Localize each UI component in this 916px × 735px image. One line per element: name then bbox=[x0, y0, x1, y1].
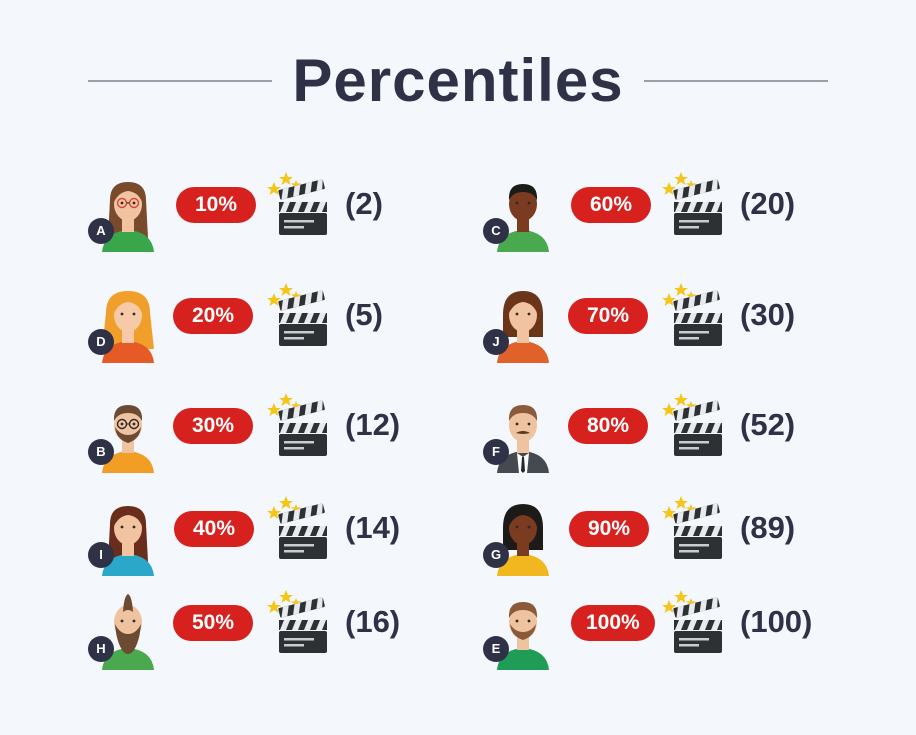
movie-count: (30) bbox=[740, 297, 796, 332]
person-letter-badge: D bbox=[88, 329, 114, 355]
clapperboard-stars-icon bbox=[264, 586, 334, 656]
clapperboard-stars-icon bbox=[659, 279, 729, 349]
page-title: Percentiles bbox=[292, 47, 624, 114]
person-letter-badge: A bbox=[88, 218, 114, 244]
person-letter-badge: H bbox=[88, 636, 114, 662]
percentile-entry-d: D 20% (5) bbox=[88, 283, 448, 363]
movie-count: (14) bbox=[345, 510, 401, 545]
person-letter-badge: I bbox=[88, 542, 114, 568]
percentile-entry-f: F 80% (52) bbox=[483, 393, 843, 473]
movie-count: (2) bbox=[345, 186, 383, 221]
person-letter-badge: G bbox=[483, 542, 509, 568]
movie-count: (89) bbox=[740, 510, 796, 545]
percentile-entry-a: A 10% (2) bbox=[88, 172, 448, 252]
woman-blonde-avatar bbox=[88, 283, 168, 363]
percentile-badge: 60% bbox=[571, 187, 651, 223]
percentile-entry-h: H 50% (16) bbox=[88, 590, 448, 670]
percentile-entry-i: I 40% (14) bbox=[88, 496, 448, 576]
movie-count: (52) bbox=[740, 407, 796, 442]
person-letter-badge: C bbox=[483, 218, 509, 244]
percentile-badge: 100% bbox=[571, 605, 655, 641]
percentile-badge: 40% bbox=[174, 511, 254, 547]
percentile-badge: 10% bbox=[176, 187, 256, 223]
clapperboard-stars-icon bbox=[659, 168, 729, 238]
clapperboard-stars-icon bbox=[264, 389, 334, 459]
percentile-badge: 70% bbox=[568, 298, 648, 334]
woman-dark-skin-avatar bbox=[483, 496, 563, 576]
movie-count: (5) bbox=[345, 297, 383, 332]
percentile-badge: 80% bbox=[568, 408, 648, 444]
percentile-entry-b: B 30% (12) bbox=[88, 393, 448, 473]
title-area: Percentiles bbox=[0, 40, 916, 120]
percentile-entry-e: E 100% (100) bbox=[483, 590, 843, 670]
clapperboard-stars-icon bbox=[659, 389, 729, 459]
person-letter-badge: E bbox=[483, 636, 509, 662]
man-long-beard-avatar bbox=[88, 590, 168, 670]
movie-count: (12) bbox=[345, 407, 401, 442]
movie-count: (16) bbox=[345, 604, 401, 639]
movie-count: (100) bbox=[740, 604, 813, 639]
man-dark-skin-avatar bbox=[483, 172, 563, 252]
clapperboard-stars-icon bbox=[264, 279, 334, 349]
percentile-entry-j: J 70% (30) bbox=[483, 283, 843, 363]
woman-brown-hair-avatar bbox=[88, 496, 168, 576]
percentile-entry-g: G 90% (89) bbox=[483, 496, 843, 576]
movie-count: (20) bbox=[740, 186, 796, 221]
woman-glasses-avatar bbox=[88, 172, 168, 252]
man-glasses-beard-avatar bbox=[88, 393, 168, 473]
man-suit-mustache-avatar bbox=[483, 393, 563, 473]
clapperboard-stars-icon bbox=[659, 586, 729, 656]
clapperboard-stars-icon bbox=[264, 168, 334, 238]
clapperboard-stars-icon bbox=[264, 492, 334, 562]
percentile-badge: 30% bbox=[173, 408, 253, 444]
percentile-entry-c: C 60% (20) bbox=[483, 172, 843, 252]
person-letter-badge: F bbox=[483, 439, 509, 465]
percentile-badge: 20% bbox=[173, 298, 253, 334]
clapperboard-stars-icon bbox=[659, 492, 729, 562]
percentile-badge: 90% bbox=[569, 511, 649, 547]
percentile-badge: 50% bbox=[173, 605, 253, 641]
man-beard-avatar bbox=[483, 590, 563, 670]
woman-short-hair-avatar bbox=[483, 283, 563, 363]
person-letter-badge: B bbox=[88, 439, 114, 465]
title-rule-right bbox=[644, 80, 828, 82]
title-rule-left bbox=[88, 80, 272, 82]
person-letter-badge: J bbox=[483, 329, 509, 355]
